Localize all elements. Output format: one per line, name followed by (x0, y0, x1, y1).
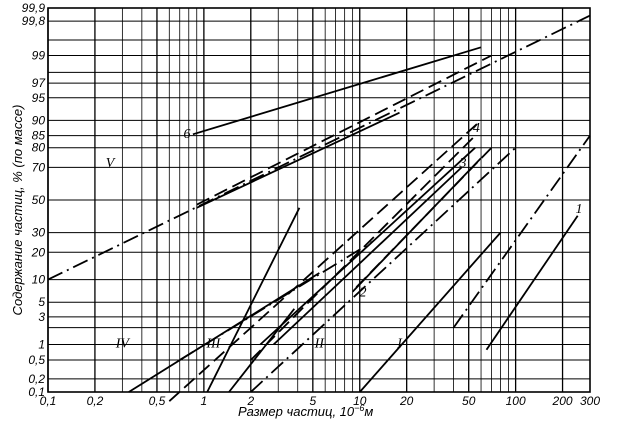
x-tick-label: 100 (506, 394, 526, 408)
tick-labels: 0,1 0,2 0,5 1 2 5 10 20 50 100 200 3000,10,20,51351… (22, 1, 601, 408)
series-line-III-b (228, 308, 296, 393)
x-tick-label: 200 (552, 394, 573, 408)
series-line-1 (485, 215, 579, 351)
series-line-I (359, 232, 502, 393)
y-tick-label: 0,2 (28, 372, 45, 386)
y-tick-label: 3 (38, 310, 45, 324)
y-tick-label: 70 (32, 160, 46, 174)
x-axis-label-main: Размер частиц, 10 (238, 404, 355, 419)
x-tick-label: 0,5 (149, 394, 166, 408)
x-tick-label: 1 (201, 394, 208, 408)
y-tick-label: 90 (32, 113, 46, 127)
x-tick-label: 50 (462, 394, 476, 408)
y-tick-label: 85 (32, 129, 46, 143)
x-tick-label: 2 (246, 394, 254, 408)
zone-label: V (106, 156, 116, 171)
series-line-4 (168, 119, 482, 402)
x-axis-label: Размер частиц, 10−6м (238, 403, 373, 419)
series-line-2 (355, 147, 493, 288)
x-tick-label: 0,1 (40, 394, 57, 408)
x-tick-label: 300 (580, 394, 600, 408)
x-axis-label-unit: м (364, 404, 373, 419)
y-tick-label: 5 (38, 295, 45, 309)
y-tick-label: 80 (32, 141, 46, 155)
y-tick-label: 20 (31, 245, 46, 259)
zone-label: IV (115, 336, 131, 351)
series-line-V (47, 14, 591, 281)
y-tick-label: 95 (32, 91, 46, 105)
y-tick-label: 99 (32, 48, 46, 62)
y-tick-label: 10 (32, 273, 46, 287)
zone-label: II (314, 336, 326, 351)
y-tick-label: 99,9 (22, 1, 46, 15)
series-line-4 (259, 147, 476, 346)
series-lines (47, 14, 591, 402)
x-tick-label: 20 (399, 394, 414, 408)
zone-label: I (396, 336, 403, 351)
x-tick-label: 10 (353, 394, 367, 408)
series-line-1 (452, 135, 591, 329)
y-tick-label: 30 (32, 226, 46, 240)
curve-label: 2 (360, 286, 367, 301)
x-tick-label: 5 (309, 394, 316, 408)
curve-label: 6 (184, 127, 191, 142)
series-line-5 (196, 111, 400, 209)
series-line-III-a (206, 207, 301, 393)
series-line-6 (192, 46, 482, 136)
y-tick-label: 50 (32, 193, 46, 207)
series-line-3 (250, 134, 476, 361)
series-line-IV (179, 241, 373, 361)
y-tick-label: 99,8 (22, 14, 46, 28)
zone-label: III (205, 336, 221, 351)
series-line-3 (272, 166, 463, 346)
curve-label: 1 (575, 202, 582, 217)
x-tick-label: 0,2 (87, 394, 104, 408)
series-line-5 (196, 54, 492, 206)
x-axis-label-exp: −6 (354, 403, 364, 413)
curve-label: 3 (459, 156, 467, 171)
grid (47, 7, 591, 393)
y-axis-label: Содержание частиц, % (по массе) (10, 105, 25, 316)
y-tick-label: 0,5 (28, 353, 45, 367)
series-line-II (250, 147, 517, 393)
y-tick-label: 1 (38, 338, 45, 352)
y-tick-label: 97 (32, 76, 47, 90)
curve-label: 4 (473, 121, 480, 136)
y-tick-label: 0,1 (28, 385, 45, 399)
